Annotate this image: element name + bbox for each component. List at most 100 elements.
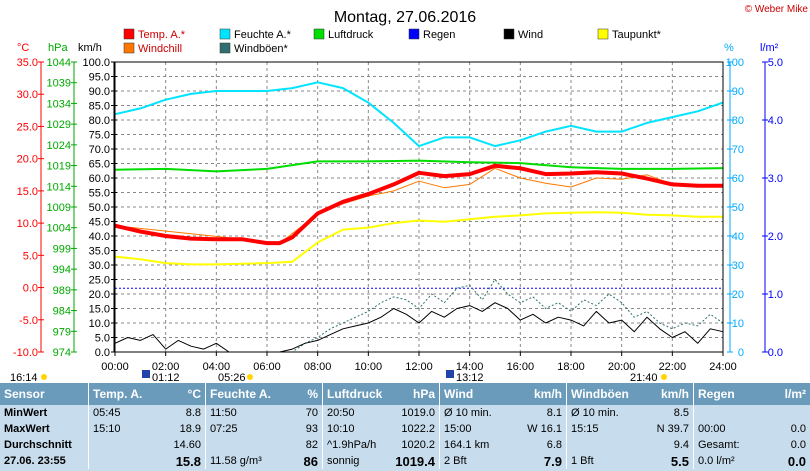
stats-cell-note: 15:00 xyxy=(439,421,508,437)
stats-row-label: MaxWert xyxy=(4,423,50,435)
moon-prev-time: 16:14 xyxy=(10,372,38,383)
rain_lm2-tick-label: 5.0 xyxy=(768,57,783,69)
pressure_hpa-tick-label: 974 xyxy=(53,347,71,359)
stats-cell-note: 2 Bft xyxy=(439,453,508,469)
stats-cell-value: 8.8 xyxy=(185,407,201,419)
chart-title: Montag, 27.06.2016 xyxy=(334,9,476,26)
pressure_hpa-tick-label: 999 xyxy=(53,243,71,255)
x-tick-label: 18:00 xyxy=(557,361,585,373)
stats-cell-note: 00:00 xyxy=(693,421,762,437)
wind_kmh-tick-label: 70.0 xyxy=(89,144,110,156)
legend-label: Feuchte A.* xyxy=(234,29,292,41)
wind_kmh-tick-label: 20.0 xyxy=(89,289,110,301)
rain_lm2-tick-label: 4.0 xyxy=(768,115,783,127)
legend-swatch xyxy=(123,42,135,54)
temp_c-tick-label: 0.0 xyxy=(23,283,38,295)
copyright-text: © Weber Mike xyxy=(745,4,809,15)
stats-row: 27.06. 23:55 15.8 11.58 g/m³ 86 sonnig 1019.4… xyxy=(0,453,810,469)
temp_c-tick-label: 10.0 xyxy=(17,218,38,230)
legend-label: Windchill xyxy=(138,43,182,55)
stats-row-label: MinWert xyxy=(4,407,48,419)
temp-unit-label: °C xyxy=(17,42,29,54)
stats-table: Sensor Temp. A. °C Feuchte A. % Luftdruc… xyxy=(0,383,810,471)
humidity_pct-tick-label: 100 xyxy=(726,57,744,69)
moonset-time: 13:12 xyxy=(456,372,484,383)
hdr-hum-unit: % xyxy=(284,383,323,405)
stats-cell-value: 9.4 xyxy=(673,439,689,451)
pressure_hpa-tick-label: 994 xyxy=(53,264,71,276)
x-tick-label: 08:00 xyxy=(304,361,332,373)
x-tick-label: 10:00 xyxy=(355,361,383,373)
x-tick-label: 22:00 xyxy=(659,361,687,373)
stats-cell-value: 15.8 xyxy=(175,453,201,469)
stats-cell-note xyxy=(693,405,762,421)
chart-legend: Temp. A.* Feuchte A.* Luftdruck Regen Wind Ta… xyxy=(123,28,662,55)
stats-cell-value: 5.5 xyxy=(670,453,689,469)
rain_lm2-tick-label: 0.0 xyxy=(768,347,783,359)
hdr-wind-unit: km/h xyxy=(508,383,567,405)
wind_kmh-tick-label: 40.0 xyxy=(89,231,110,243)
stats-cell-value: W 16.1 xyxy=(527,423,562,435)
hdr-gust-unit: km/h xyxy=(635,383,694,405)
legend-swatch xyxy=(123,28,135,40)
humidity_pct-tick-label: 60 xyxy=(732,173,744,185)
x-tick-label: 14:00 xyxy=(456,361,484,373)
chart-series xyxy=(114,81,724,353)
hdr-gust: Windböen xyxy=(566,383,635,405)
series-line xyxy=(114,211,723,266)
pressure-unit-label: hPa xyxy=(48,42,68,54)
stats-cell-note: 10:10 xyxy=(322,421,391,437)
pressure_hpa-tick-label: 1024 xyxy=(47,140,71,152)
rain_lm2-tick-label: 3.0 xyxy=(768,173,783,185)
stats-cell-note: Gesamt: xyxy=(693,437,762,453)
humidity_pct-tick-label: 0 xyxy=(738,347,744,359)
hdr-press-unit: hPa xyxy=(391,383,440,405)
pressure_hpa-tick-label: 1004 xyxy=(47,223,71,235)
hdr-temp-unit: °C xyxy=(157,383,206,405)
stats-cell-note: 164.1 km xyxy=(439,437,508,453)
x-tick-label: 06:00 xyxy=(253,361,281,373)
humidity_pct-tick-label: 40 xyxy=(732,231,744,243)
temp_c-tick-label: -5.0 xyxy=(19,315,38,327)
stats-cell-note xyxy=(566,437,635,453)
series-line xyxy=(114,159,724,173)
series-line xyxy=(114,302,724,353)
stats-cell-value: 1022.2 xyxy=(401,423,435,435)
stats-cell-value xyxy=(762,405,810,421)
wind-unit-label: km/h xyxy=(78,42,102,54)
wind_kmh-tick-label: 30.0 xyxy=(89,260,110,272)
pressure_hpa-tick-label: 989 xyxy=(53,285,71,297)
hdr-rain: Regen xyxy=(693,383,762,405)
legend-label: Temp. A.* xyxy=(138,29,186,41)
wind_kmh-tick-label: 25.0 xyxy=(89,275,110,287)
stats-row-label: Durchschnitt xyxy=(4,439,72,451)
stats-cell-note: Ø 10 min. xyxy=(439,405,508,421)
temp_c-tick-label: 35.0 xyxy=(17,57,38,69)
x-tick-label: 24:00 xyxy=(709,361,737,373)
sunrise-icon xyxy=(247,374,253,380)
stats-cell-value: N 39.7 xyxy=(656,423,689,435)
moonrise-icon xyxy=(142,370,150,378)
legend-label: Wind xyxy=(518,29,543,41)
wind_kmh-tick-label: 50.0 xyxy=(89,202,110,214)
x-tick-label: 04:00 xyxy=(203,361,231,373)
legend-swatch xyxy=(313,28,325,40)
wind_kmh-tick-label: 0.0 xyxy=(95,347,110,359)
plot-frame xyxy=(114,61,724,353)
legend-swatch xyxy=(597,28,609,40)
temp_c-tick-label: 5.0 xyxy=(23,250,38,262)
moonset-icon xyxy=(446,370,454,378)
stats-cell-value: 14.60 xyxy=(173,439,201,451)
stats-cell-value: 82 xyxy=(305,439,318,451)
series-line xyxy=(114,163,723,246)
stats-cell-value: 8.1 xyxy=(546,407,562,419)
pressure_hpa-tick-label: 1029 xyxy=(47,119,71,131)
legend-label: Windböen* xyxy=(234,43,289,55)
rain_lm2-tick-label: 1.0 xyxy=(768,289,783,301)
wind_kmh-tick-label: 80.0 xyxy=(89,115,110,127)
wind_kmh-tick-label: 5.0 xyxy=(95,333,110,345)
wind_kmh-tick-label: 95.0 xyxy=(89,72,110,84)
stats-cell-note xyxy=(88,453,157,469)
stats-cell-note: 05:45 xyxy=(88,405,157,421)
stats-header-row: Sensor Temp. A. °C Feuchte A. % Luftdruc… xyxy=(0,383,810,405)
